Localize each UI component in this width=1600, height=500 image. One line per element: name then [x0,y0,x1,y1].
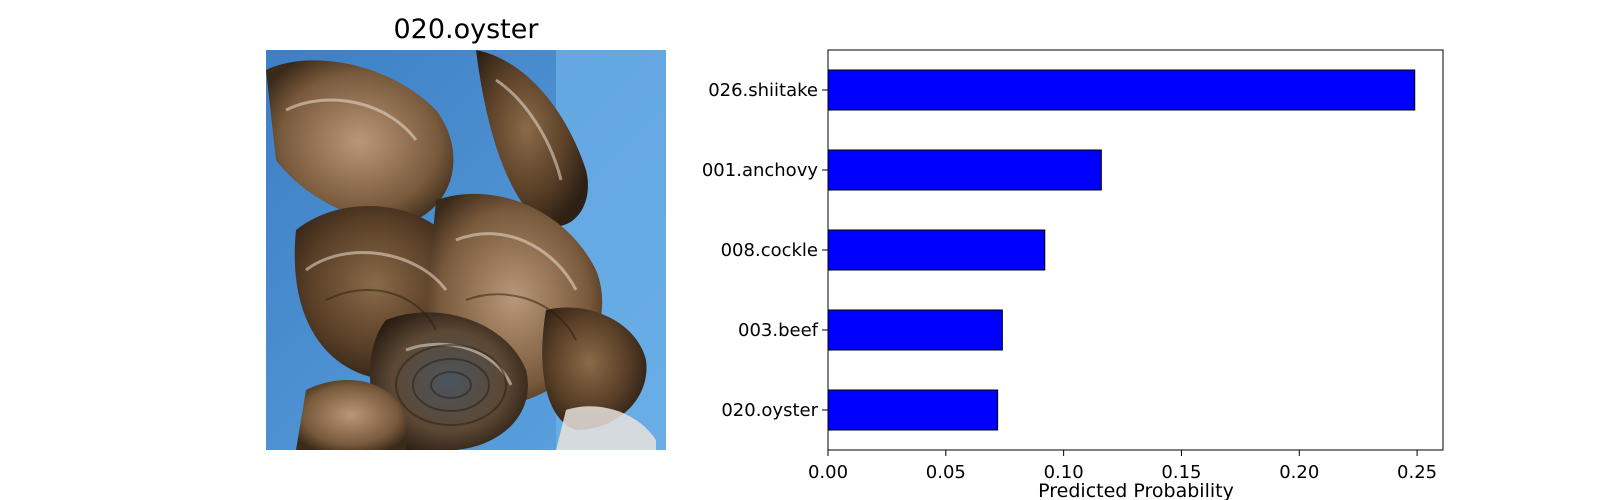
image-title: 020.oyster [393,14,539,45]
y-axis-ticks: 026.shiitake 001.anchovy 008.cockle 003.bee… [702,80,828,421]
bar-008.cockle [827,229,1046,271]
x-tick-label: 0.20 [1279,462,1319,483]
bars-layer [827,69,1416,431]
x-tick-label: 0.00 [808,462,848,483]
oyster-photo [266,50,666,450]
oyster-photo-art [266,50,666,450]
y-tick-label: 026.shiitake [708,80,818,101]
bar-026.shiitake [827,69,1416,111]
x-axis-label: Predicted Probability [1038,480,1234,500]
x-axis-ticks: 0.00 0.05 0.10 0.15 0.20 0.25 [808,450,1437,483]
y-tick-label: 008.cockle [721,240,818,261]
bar-003.beef [827,309,1003,351]
x-tick-label: 0.05 [926,462,966,483]
x-tick-label: 0.10 [1044,462,1084,483]
y-tick-label: 020.oyster [721,400,818,421]
x-tick-label: 0.15 [1161,462,1201,483]
bar-020.oyster [827,389,999,431]
y-tick-label: 001.anchovy [702,160,818,181]
bar-001.anchovy [827,149,1102,191]
x-tick-label: 0.25 [1397,462,1437,483]
y-tick-label: 003.beef [738,320,819,341]
